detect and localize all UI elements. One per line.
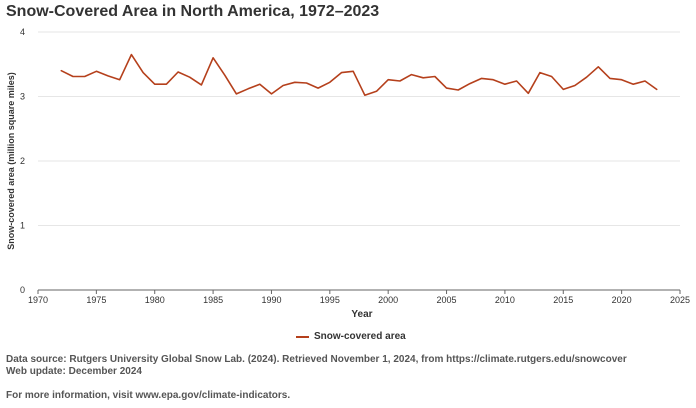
data-point (189, 76, 191, 78)
data-point (95, 70, 97, 72)
data-point (224, 74, 226, 76)
grid-layer (38, 31, 680, 226)
data-point (469, 82, 471, 84)
x-tick-label: 2005 (437, 295, 457, 305)
more-info-note: For more information, visit www.epa.gov/… (6, 390, 291, 401)
data-point (620, 79, 622, 81)
data-point (317, 87, 319, 89)
x-tick-label: 2020 (612, 295, 632, 305)
data-point (399, 80, 401, 82)
data-point (550, 75, 552, 77)
data-point (305, 82, 307, 84)
x-axis-label: Year (351, 309, 372, 320)
data-point (504, 83, 506, 85)
data-point (212, 57, 214, 59)
data-point (632, 83, 634, 85)
series-line (60, 53, 658, 96)
data-point (364, 94, 366, 96)
x-tick-label: 1980 (145, 295, 165, 305)
data-point (375, 90, 377, 92)
chart-title: Snow-Covered Area in North America, 1972… (6, 3, 380, 20)
data-point (574, 84, 576, 86)
data-point (445, 87, 447, 89)
data-point (119, 79, 121, 81)
legend-label: Snow-covered area (314, 331, 406, 342)
data-point (585, 76, 587, 78)
data-point (340, 71, 342, 73)
web-update-note: Web update: December 2024 (6, 366, 142, 377)
x-tick-label: 2015 (553, 295, 573, 305)
x-tick-label: 1970 (28, 295, 48, 305)
data-point (200, 84, 202, 86)
x-tick-label: 2010 (495, 295, 515, 305)
data-point (142, 71, 144, 73)
data-point (165, 83, 167, 85)
data-point (294, 81, 296, 83)
x-tick-label: 1985 (203, 295, 223, 305)
data-point (562, 88, 564, 90)
y-tick-label: 3 (20, 92, 25, 102)
data-point (282, 84, 284, 86)
data-point (644, 80, 646, 82)
data-point (480, 77, 482, 79)
data-point (107, 75, 109, 77)
x-tick-label: 2000 (378, 295, 398, 305)
data-point (434, 75, 436, 77)
y-tick-label: 0 (20, 285, 25, 295)
data-point (72, 75, 74, 77)
series-layer (60, 53, 658, 96)
data-point (527, 92, 529, 94)
legend-swatch (296, 335, 309, 338)
data-point (515, 80, 517, 82)
footer: Data source: Rutgers University Global S… (6, 354, 627, 402)
data-point (270, 93, 272, 95)
data-point (352, 70, 354, 72)
x-tick-label: 1995 (320, 295, 340, 305)
data-point (387, 79, 389, 81)
axis-layer: 0 1 2 3 4 1970 1975 1980 1985 1990 1995 2000 2005 201… (20, 27, 690, 305)
data-point (422, 77, 424, 79)
y-tick-label: 2 (20, 156, 25, 166)
y-axis-label: Snow-covered area (million square miles) (6, 72, 16, 250)
data-point (247, 88, 249, 90)
data-point (177, 71, 179, 73)
data-point (492, 79, 494, 81)
data-point (84, 75, 86, 77)
x-tick-label: 2025 (670, 295, 690, 305)
x-tick-label: 1990 (261, 295, 281, 305)
data-point (539, 71, 541, 73)
y-tick-label: 1 (20, 221, 25, 231)
label-layer: Year Snow-covered area (million square m… (6, 72, 373, 320)
data-point (457, 89, 459, 91)
data-point (597, 66, 599, 68)
data-point (410, 73, 412, 75)
y-tick-label: 4 (20, 27, 25, 37)
data-point (60, 70, 62, 72)
data-point (609, 77, 611, 79)
data-source-note: Data source: Rutgers University Global S… (6, 354, 627, 365)
data-point (130, 53, 132, 55)
data-point (154, 83, 156, 85)
x-tick-label: 1975 (86, 295, 106, 305)
data-point (259, 83, 261, 85)
data-point (329, 81, 331, 83)
data-point (235, 93, 237, 95)
legend[interactable]: Snow-covered area (296, 331, 406, 342)
data-point (656, 88, 658, 90)
